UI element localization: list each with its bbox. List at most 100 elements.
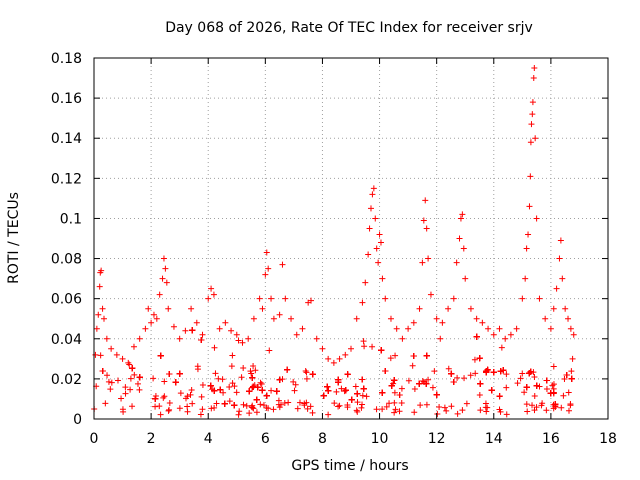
- data-point: [152, 393, 159, 400]
- data-point: [417, 402, 424, 409]
- data-point: [184, 393, 191, 400]
- data-point: [410, 353, 417, 360]
- data-point: [325, 355, 332, 362]
- data-point: [263, 392, 270, 399]
- data-point: [170, 323, 177, 330]
- data-point: [473, 315, 480, 322]
- data-point: [302, 367, 309, 374]
- data-point: [221, 400, 228, 407]
- data-point: [157, 411, 164, 418]
- data-point: [370, 185, 377, 192]
- data-point: [114, 377, 121, 384]
- data-point: [99, 305, 106, 312]
- data-point: [228, 363, 235, 370]
- data-point: [152, 403, 159, 410]
- data-point: [252, 367, 259, 374]
- data-point: [243, 402, 250, 409]
- data-point: [259, 305, 266, 312]
- data-point: [324, 383, 331, 390]
- data-point: [235, 411, 242, 418]
- data-point: [199, 406, 206, 413]
- data-point: [281, 400, 288, 407]
- data-point: [423, 401, 430, 408]
- data-point: [250, 405, 257, 412]
- data-point: [391, 409, 398, 416]
- y-tick-label: 0.06: [51, 292, 82, 308]
- data-point: [338, 385, 345, 392]
- data-point: [228, 327, 235, 334]
- data-point: [503, 371, 510, 378]
- data-point: [212, 370, 219, 377]
- data-point: [461, 375, 468, 382]
- data-point: [387, 315, 394, 322]
- data-point: [425, 255, 432, 262]
- data-point: [226, 398, 233, 405]
- data-point: [105, 378, 112, 385]
- data-point: [189, 400, 196, 407]
- data-point: [276, 311, 283, 318]
- data-point: [517, 375, 524, 382]
- data-point: [217, 386, 224, 393]
- data-point: [436, 403, 443, 410]
- data-point: [361, 343, 368, 350]
- data-point: [216, 325, 223, 332]
- data-point: [488, 387, 495, 394]
- data-point: [536, 295, 543, 302]
- data-point: [309, 371, 316, 378]
- data-point: [375, 259, 382, 266]
- data-point: [246, 388, 253, 395]
- data-point: [523, 245, 530, 252]
- data-point: [570, 331, 577, 338]
- data-point: [460, 245, 467, 252]
- data-point: [471, 356, 478, 363]
- data-point: [97, 352, 104, 359]
- data-point: [250, 362, 257, 369]
- data-point: [453, 259, 460, 266]
- data-point: [257, 401, 264, 408]
- data-point: [127, 375, 134, 382]
- data-point: [423, 380, 430, 387]
- data-point: [396, 408, 403, 415]
- data-point: [325, 387, 332, 394]
- data-point: [184, 403, 191, 410]
- data-point: [528, 121, 535, 128]
- data-point: [342, 387, 349, 394]
- data-point: [103, 335, 110, 342]
- data-point: [233, 389, 240, 396]
- data-point: [307, 403, 314, 410]
- data-point: [247, 368, 254, 375]
- data-point: [226, 383, 233, 390]
- data-point: [249, 404, 256, 411]
- x-tick-label: 18: [599, 431, 617, 447]
- data-point: [439, 319, 446, 326]
- data-point: [211, 404, 218, 411]
- data-point: [527, 139, 534, 146]
- data-point: [433, 315, 440, 322]
- x-tick-label: 12: [428, 431, 446, 447]
- data-point: [379, 406, 386, 413]
- data-point: [165, 407, 172, 414]
- data-point: [122, 384, 129, 391]
- data-point: [341, 388, 348, 395]
- x-tick-label: 8: [318, 431, 327, 447]
- data-point: [354, 408, 361, 415]
- data-point: [229, 380, 236, 387]
- data-point: [156, 403, 163, 410]
- data-point: [284, 366, 291, 373]
- data-point: [254, 384, 261, 391]
- data-point: [425, 376, 432, 383]
- data-point: [568, 368, 575, 375]
- data-point: [562, 305, 569, 312]
- data-point: [497, 408, 504, 415]
- data-point: [162, 265, 169, 272]
- data-point: [344, 404, 351, 411]
- data-point: [336, 402, 343, 409]
- data-point: [100, 315, 107, 322]
- plot-frame: [93, 57, 609, 420]
- data-point: [276, 404, 283, 411]
- data-point: [208, 405, 215, 412]
- data-point: [563, 372, 570, 379]
- data-point: [565, 389, 572, 396]
- data-point: [303, 369, 310, 376]
- data-point: [459, 407, 466, 414]
